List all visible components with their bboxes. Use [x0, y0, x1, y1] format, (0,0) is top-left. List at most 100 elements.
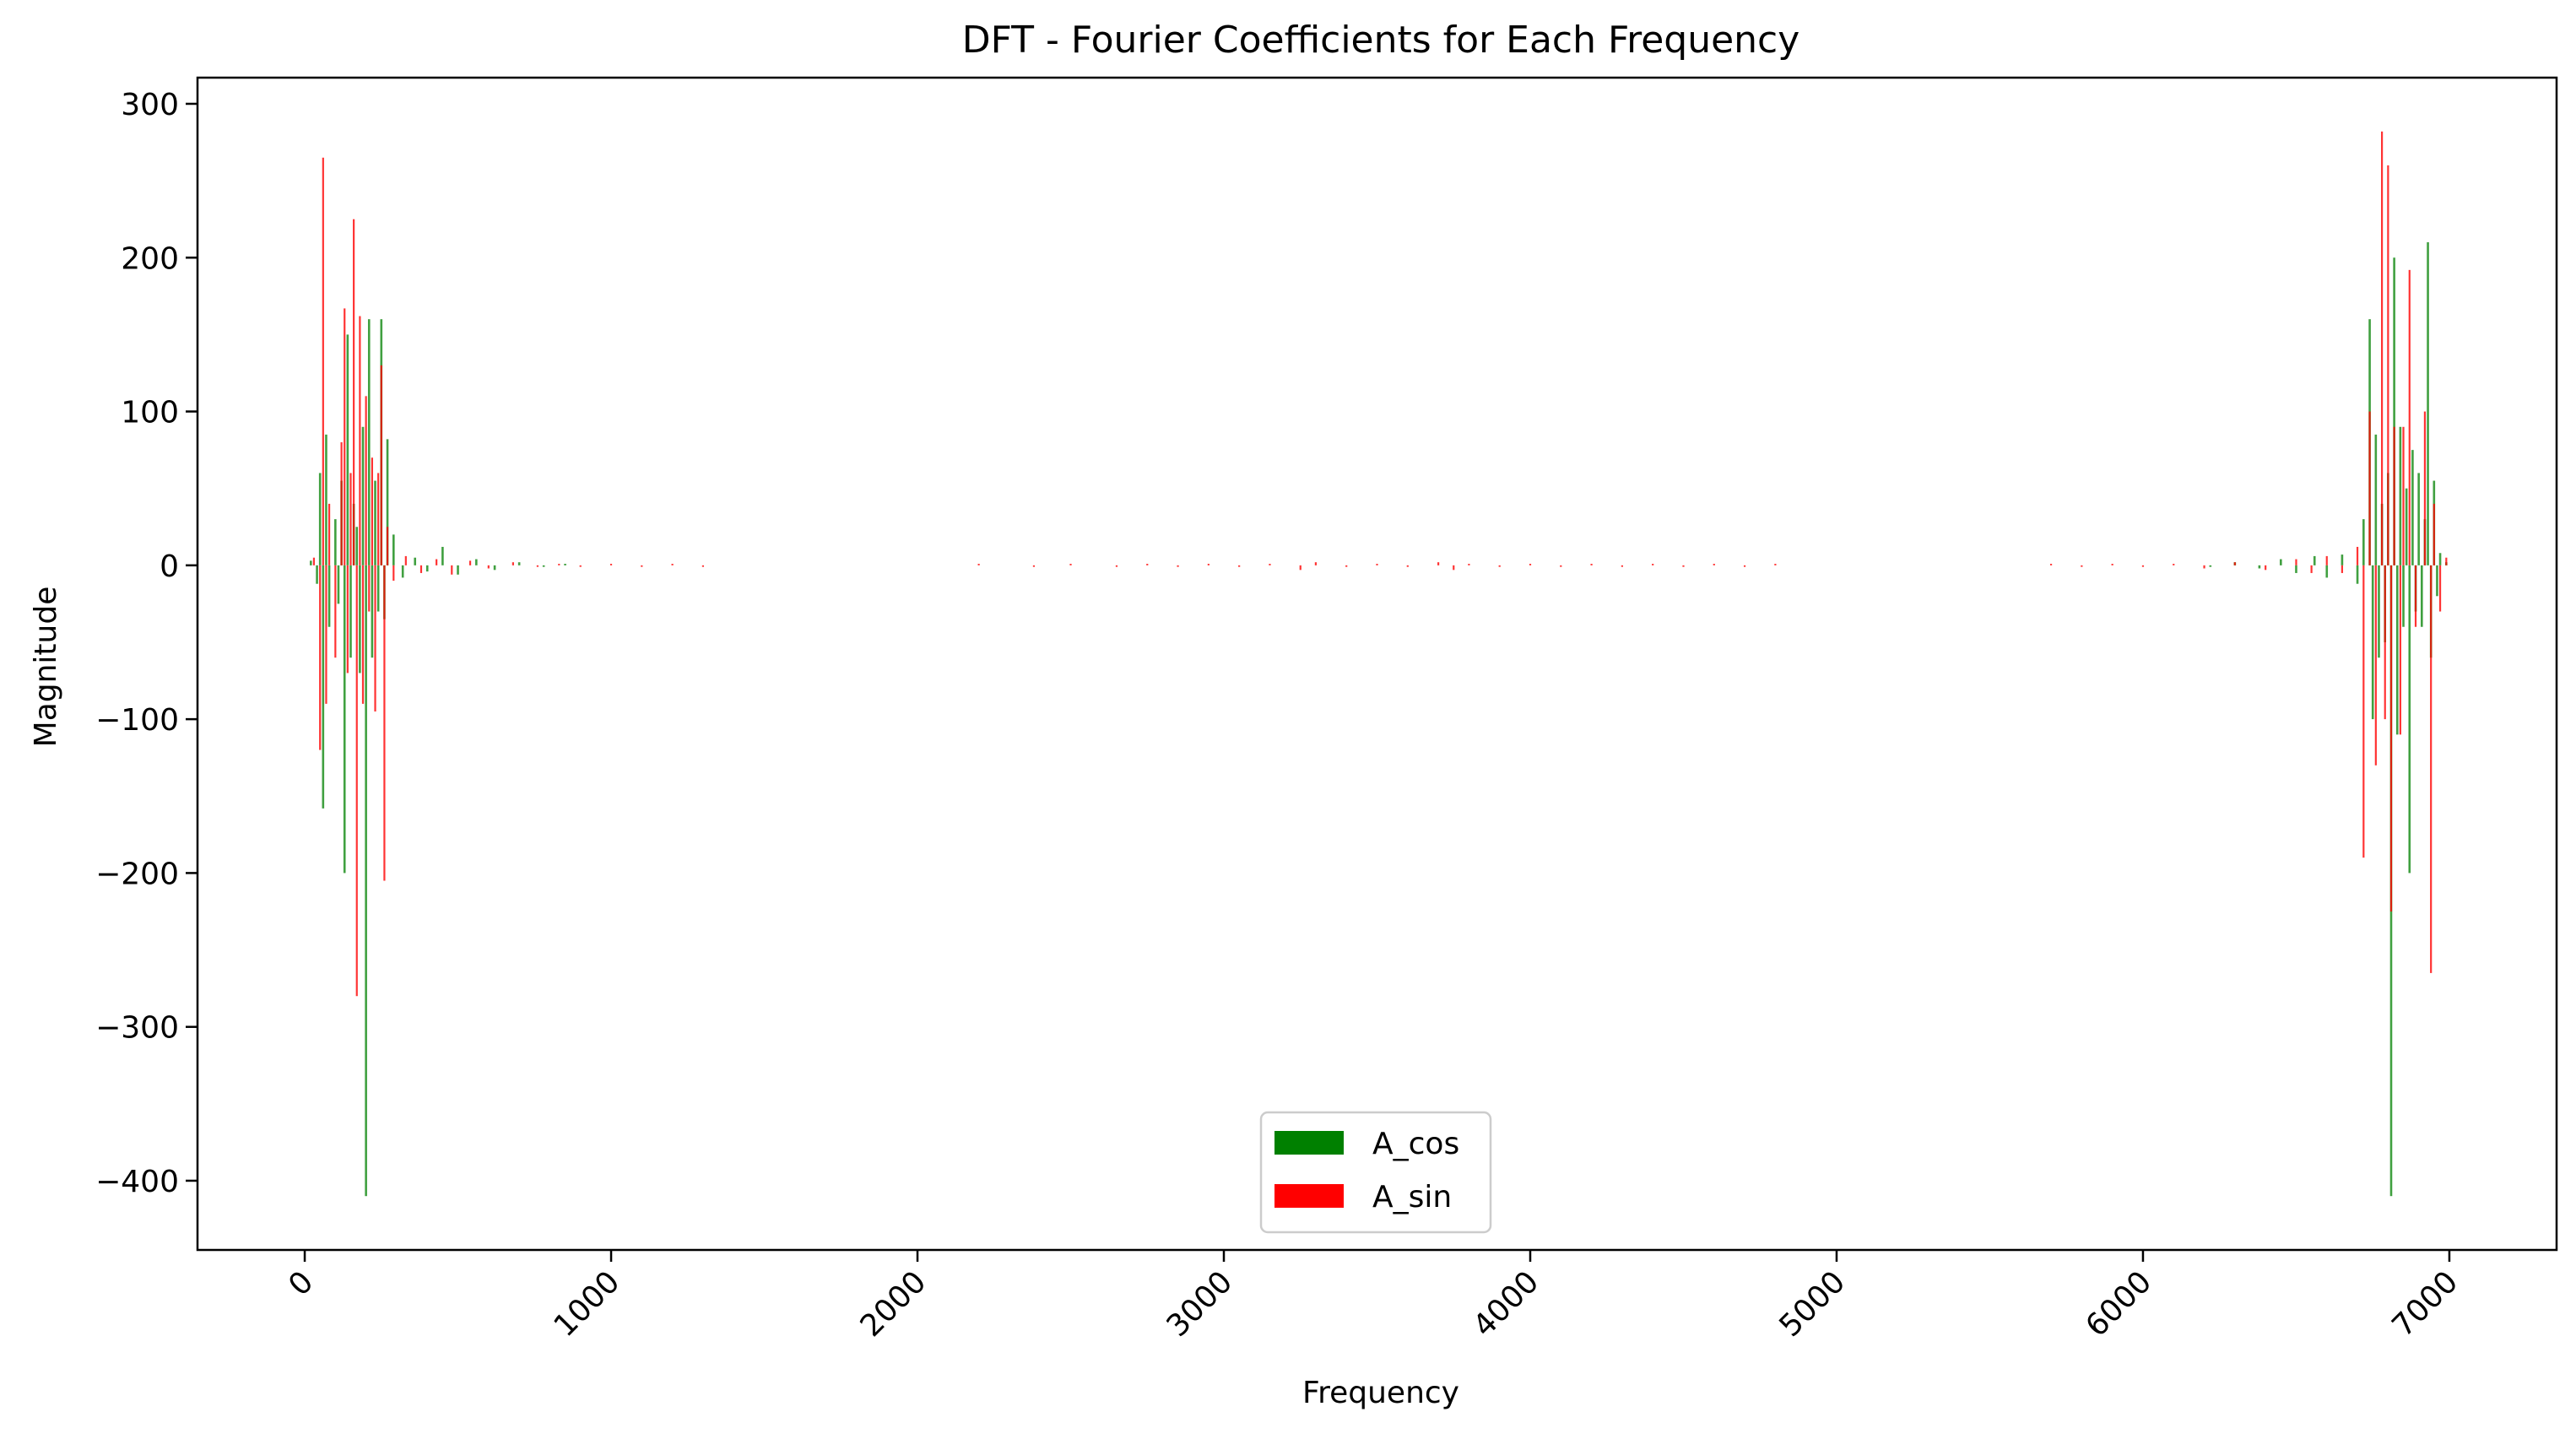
bar-a-sin	[377, 473, 380, 565]
bar-a-cos	[355, 527, 359, 565]
bar-a-cos	[325, 434, 327, 565]
bar-a-sin	[386, 527, 389, 565]
bar-a-sin	[2265, 565, 2267, 571]
bar-a-sin	[380, 365, 382, 565]
bar-a-sin	[2341, 565, 2344, 573]
bar-a-cos	[2374, 434, 2378, 565]
bar-a-sin	[2408, 269, 2411, 565]
bar-a-cos	[365, 565, 367, 1197]
bar-a-sin	[1682, 565, 1685, 567]
x-axis-label: Frequency	[1302, 1376, 1459, 1410]
bar-a-cos	[2209, 565, 2212, 567]
bar-a-sin	[349, 473, 352, 565]
bar-a-sin	[1468, 564, 1470, 565]
bar-a-sin	[2233, 562, 2236, 565]
bar-a-sin	[1713, 564, 1715, 565]
bar-a-cos	[517, 562, 521, 565]
bar-a-sin	[1207, 564, 1210, 565]
bar-a-cos	[334, 519, 337, 565]
bar-a-sin	[1069, 564, 1072, 565]
bar-a-sin	[1529, 564, 1532, 565]
bar-a-cos	[475, 559, 478, 565]
plot-area	[196, 76, 2558, 1252]
legend-label-a-cos: A_cos	[1372, 1127, 1459, 1161]
bar-a-sin	[2081, 565, 2083, 567]
bar-a-sin	[1314, 562, 1317, 565]
bar-a-cos	[457, 565, 459, 575]
y-tick-label: −100	[95, 703, 179, 738]
bar-a-sin	[1498, 565, 1501, 567]
bar-a-cos	[376, 565, 380, 612]
y-tick-label: 0	[160, 549, 179, 584]
bar-a-sin	[1299, 565, 1302, 571]
bar-a-sin	[2393, 426, 2395, 565]
bar-a-sin	[368, 565, 371, 612]
bar-a-sin	[419, 565, 423, 573]
legend-swatch-a-sin	[1274, 1184, 1344, 1208]
bar-a-sin	[340, 442, 343, 565]
bar-a-sin	[1269, 564, 1271, 565]
y-tick-label: 100	[121, 396, 179, 430]
bar-a-sin	[2430, 565, 2433, 973]
bar-a-sin	[2356, 546, 2359, 565]
bar-a-sin	[374, 565, 376, 712]
bar-a-sin	[671, 564, 674, 565]
bar-a-sin	[468, 560, 472, 565]
bar-a-cos	[2295, 565, 2297, 573]
bar-a-cos	[371, 565, 374, 658]
bar-a-sin	[536, 565, 539, 567]
bar-a-sin	[2423, 411, 2427, 565]
bar-a-sin	[2310, 565, 2313, 573]
bar-a-cos	[2393, 257, 2395, 565]
bar-a-sin	[2381, 131, 2384, 565]
bar-a-cos	[392, 534, 395, 565]
bar-a-cos	[361, 426, 365, 565]
y-tick-label: −200	[95, 857, 179, 891]
bar-a-sin	[404, 555, 407, 565]
bar-a-sin	[327, 503, 331, 565]
bar-a-cos	[2341, 555, 2344, 565]
bar-a-cos	[542, 565, 545, 567]
bar-a-sin	[319, 565, 322, 750]
bar-a-cos	[2362, 519, 2365, 565]
legend-label-a-sin: A_sin	[1372, 1180, 1452, 1214]
bar-a-sin	[1177, 565, 1179, 567]
bar-a-sin	[346, 565, 349, 674]
series-a-sin-bars	[312, 131, 2448, 997]
bar-a-cos	[349, 565, 352, 658]
bar-a-sin	[558, 564, 560, 565]
bar-a-sin	[1774, 564, 1777, 565]
bar-a-sin	[361, 565, 365, 704]
bar-a-cos	[318, 473, 322, 565]
bar-a-cos	[310, 560, 312, 565]
bar-a-sin	[2438, 565, 2442, 612]
bar-a-cos	[2356, 565, 2359, 584]
bar-a-sin	[451, 565, 453, 575]
bar-a-sin	[2402, 426, 2405, 565]
bar-a-sin	[1345, 565, 1348, 567]
bar-a-sin	[977, 564, 980, 565]
bar-a-sin	[325, 565, 327, 704]
y-tick-label: −300	[95, 1011, 179, 1046]
bar-a-sin	[1146, 564, 1149, 565]
bar-a-cos	[2402, 565, 2405, 627]
bar-a-sin	[1032, 565, 1036, 567]
bar-a-sin	[2399, 565, 2401, 735]
bar-a-cos	[441, 546, 444, 565]
chart-title: DFT - Fourier Coefficients for Each Freq…	[962, 19, 1800, 62]
bar-a-sin	[1376, 564, 1378, 565]
bar-a-cos	[414, 557, 417, 565]
bar-a-cos	[2313, 555, 2316, 565]
bar-a-cos	[316, 565, 318, 584]
bar-a-sin	[1560, 565, 1562, 567]
bar-a-cos	[2420, 565, 2423, 627]
bar-a-cos	[2436, 565, 2438, 597]
bar-a-cos	[367, 319, 371, 565]
y-axis-label: Magnitude	[29, 587, 63, 748]
bar-a-sin	[701, 565, 705, 567]
bar-a-cos	[337, 565, 340, 604]
bar-a-sin	[392, 565, 395, 582]
bar-a-sin	[1437, 562, 1440, 565]
bar-a-sin	[511, 562, 514, 565]
bar-a-sin	[1238, 565, 1241, 567]
